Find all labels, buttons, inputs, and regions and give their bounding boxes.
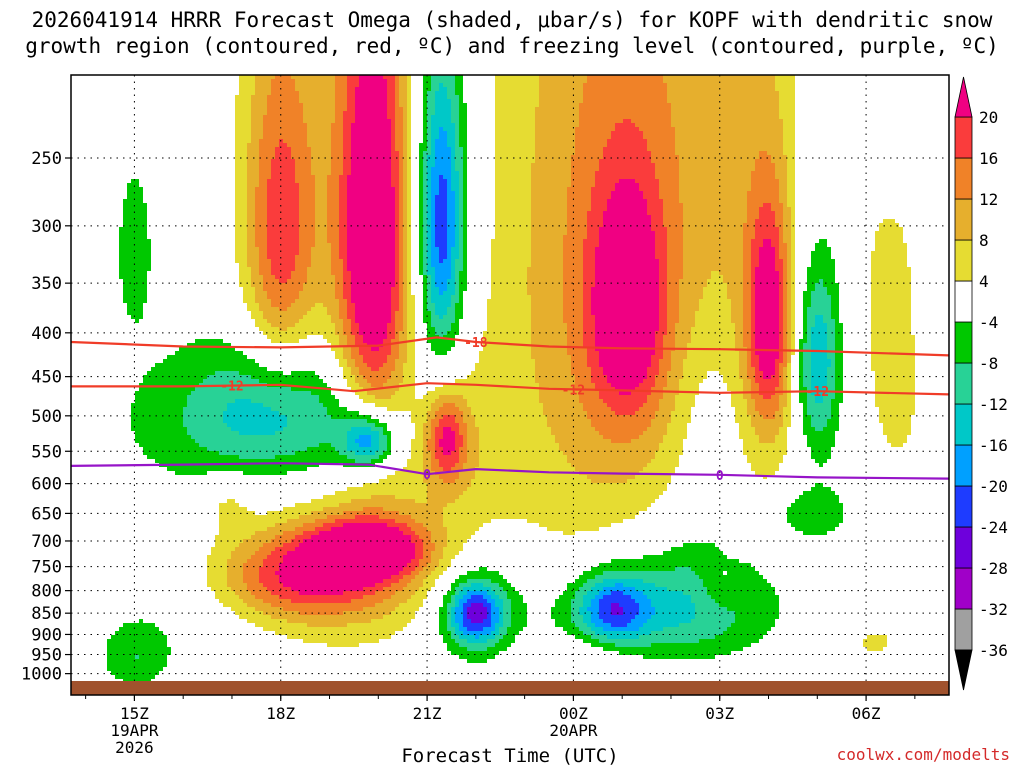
y-tick-label: 700	[31, 532, 62, 552]
colorbar-label: -32	[979, 600, 1008, 619]
colorbar-label: -12	[979, 395, 1008, 414]
contour-label: 0	[423, 468, 431, 483]
omega-shading-00c800	[107, 75, 843, 681]
omega-shading-00a0ff	[355, 127, 655, 639]
colorbar-bin	[954, 526, 973, 569]
y-tick-label: 250	[31, 149, 62, 169]
x-tick-label: 20APR	[549, 721, 598, 740]
colorbar-bin	[954, 403, 973, 446]
colorbar-bin	[954, 444, 973, 487]
colorbar-label: -4	[979, 313, 998, 332]
y-tick-label: 1000	[21, 665, 62, 685]
y-tick-label: 350	[31, 274, 62, 294]
x-tick-label: 06Z	[852, 704, 881, 723]
colorbar-bin	[954, 608, 973, 651]
y-tick-label: 450	[31, 368, 62, 388]
colorbar-bin	[954, 198, 973, 241]
y-tick-label: 400	[31, 324, 62, 344]
colorbar-max-arrow	[954, 76, 973, 118]
colorbar-bin	[954, 485, 973, 528]
colorbar-bin	[954, 321, 973, 364]
x-tick-label: 15Z	[120, 704, 149, 723]
y-tick-label: 300	[31, 217, 62, 237]
colorbar-label: -20	[979, 477, 1008, 496]
colorbar-label: -8	[979, 354, 998, 373]
y-tick-label: 800	[31, 582, 62, 602]
colorbar-bin	[954, 239, 973, 282]
contour-line--12	[71, 382, 949, 396]
x-tick-label: 2026	[115, 738, 154, 757]
colorbar-min-arrow	[954, 649, 973, 691]
colorbar-label: 12	[979, 190, 998, 209]
y-tick-label: 500	[31, 407, 62, 427]
x-tick-label: 21Z	[413, 704, 442, 723]
y-tick-label: 850	[31, 604, 62, 624]
colorbar-label: 8	[979, 231, 989, 250]
colorbar-bin	[954, 116, 973, 159]
colorbar-label: 16	[979, 149, 998, 168]
x-tick-label: 03Z	[705, 704, 734, 723]
plot-frame	[70, 74, 950, 696]
omega-shading-6e00dc	[467, 603, 623, 623]
colorbar-bin	[954, 157, 973, 200]
colorbar-label: -36	[979, 641, 1008, 660]
colorbar-label: -24	[979, 518, 1008, 537]
credit-text: coolwx.com/modelts	[836, 745, 1010, 764]
y-tick-label: 900	[31, 625, 62, 645]
y-tick-label: 950	[31, 646, 62, 666]
contour-line--18	[71, 336, 949, 357]
contour-line-0	[71, 462, 949, 480]
omega-shading-e6af2d	[227, 75, 791, 627]
contour-label: -12	[806, 385, 829, 400]
y-tick-label: 650	[31, 504, 62, 524]
colorbar-bin	[954, 280, 973, 323]
contour-label: -12	[220, 380, 243, 395]
ground-strip	[71, 681, 949, 695]
contour-label: -12	[562, 383, 585, 398]
contour-label: -18	[464, 336, 488, 351]
chart-title-line2: growth region (contoured, red, ºC) and f…	[25, 34, 999, 58]
x-axis-title: Forecast Time (UTC)	[401, 745, 619, 767]
colorbar-label: -16	[979, 436, 1008, 455]
colorbar-label: 4	[979, 272, 989, 291]
chart-title-line1: 2026041914 HRRR Forecast Omega (shaded, …	[31, 8, 993, 32]
y-tick-label: 600	[31, 475, 62, 495]
y-tick-label: 550	[31, 442, 62, 462]
colorbar-label: -28	[979, 559, 1008, 578]
colorbar-bin	[954, 567, 973, 610]
omega-shading-fa3c3c	[259, 75, 783, 603]
contour-label: 0	[716, 469, 724, 484]
colorbar-label: 20	[979, 108, 998, 127]
y-tick-label: 750	[31, 558, 62, 578]
colorbar-bin	[954, 362, 973, 405]
x-tick-label: 18Z	[266, 704, 295, 723]
x-tick-label: 19APR	[110, 721, 159, 740]
x-tick-label: 00Z	[559, 704, 588, 723]
omega-shading-f00082	[275, 75, 779, 595]
